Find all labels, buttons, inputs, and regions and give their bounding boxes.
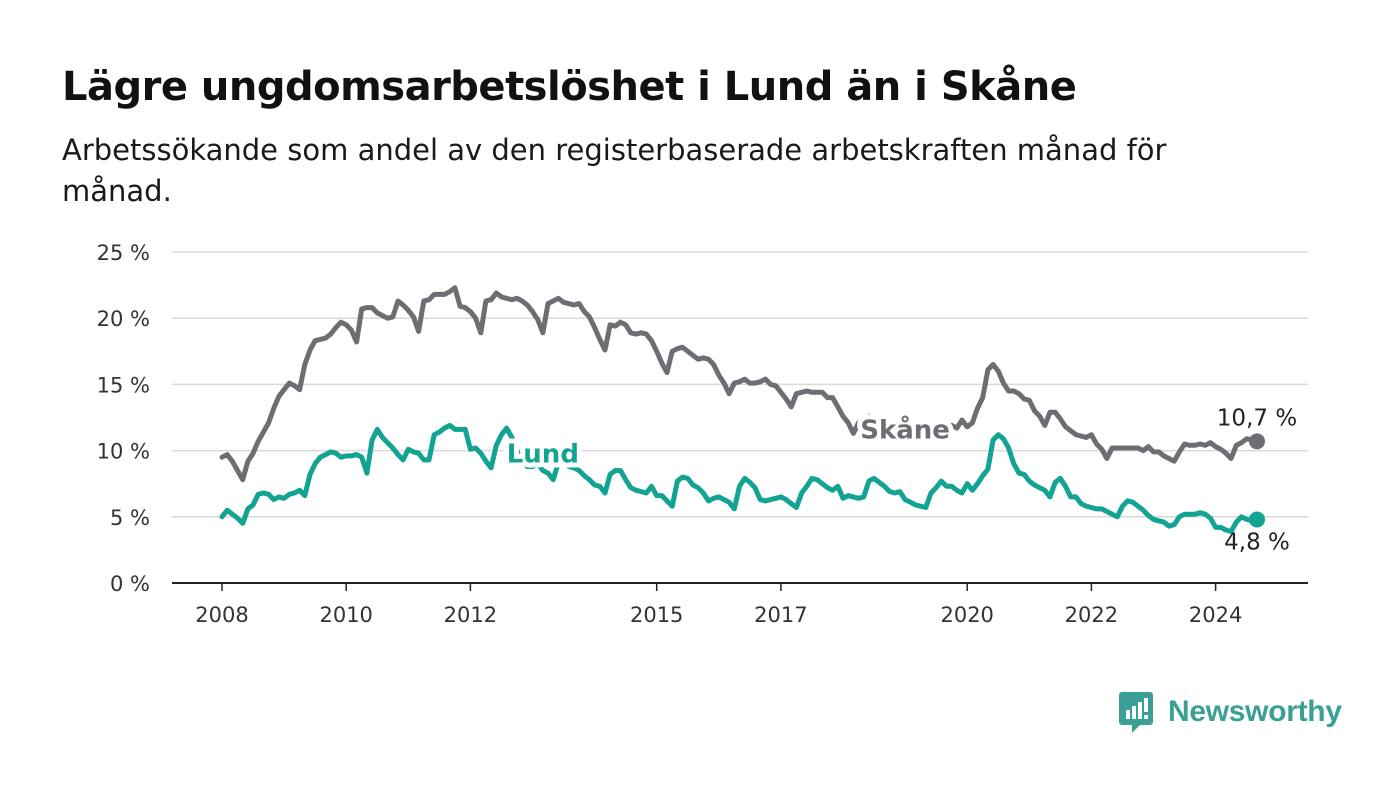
chart-title: Lägre ungdomsarbetslöshet i Lund än i Sk…	[62, 64, 1077, 110]
series-line-skne	[219, 285, 1260, 483]
x-tick-label: 2010	[319, 603, 372, 627]
end-value-label-skne: 10,7 %	[1217, 405, 1297, 431]
newsworthy-logo-icon	[1119, 692, 1153, 733]
series-name-label-skne: Skåne	[860, 414, 950, 446]
brand-logo: Newsworthy	[1118, 690, 1342, 734]
y-tick-label: 10 %	[97, 440, 150, 464]
x-tick-label: 2012	[444, 603, 497, 627]
end-value-label-lund: 4,8 %	[1224, 529, 1290, 555]
series-endpoint-lund	[1249, 511, 1265, 528]
y-tick-label: 20 %	[97, 307, 150, 331]
series-line-lund	[219, 422, 1260, 534]
y-tick-label: 15 %	[97, 373, 150, 397]
x-tick-label: 2022	[1065, 603, 1118, 627]
series-lines	[219, 285, 1260, 534]
y-axis-tick-labels: 0 % 5 % 10 % 15 % 20 % 25 %	[97, 241, 150, 596]
x-axis: 2008 2010 2012 2015 2017 2020 2022 2024	[172, 582, 1308, 627]
x-tick-label: 2020	[940, 603, 993, 627]
x-tick-label: 2024	[1189, 603, 1242, 627]
y-tick-label: 25 %	[97, 241, 150, 265]
brand-name: Newsworthy	[1168, 695, 1342, 728]
chart-subtitle: Arbetssökande som andel av den registerb…	[62, 133, 1167, 208]
y-tick-label: 0 %	[110, 572, 150, 596]
series-labels: 10,7 % 4,8 % Skåne Lund	[502, 405, 1297, 555]
series-endpoint-skne	[1249, 433, 1265, 450]
x-tick-label: 2015	[630, 603, 683, 627]
series-name-label-lund: Lund	[507, 439, 579, 469]
x-tick-label: 2008	[195, 603, 248, 627]
x-tick-label: 2017	[754, 603, 807, 627]
gridlines	[172, 251, 1308, 518]
y-tick-label: 5 %	[110, 506, 150, 530]
